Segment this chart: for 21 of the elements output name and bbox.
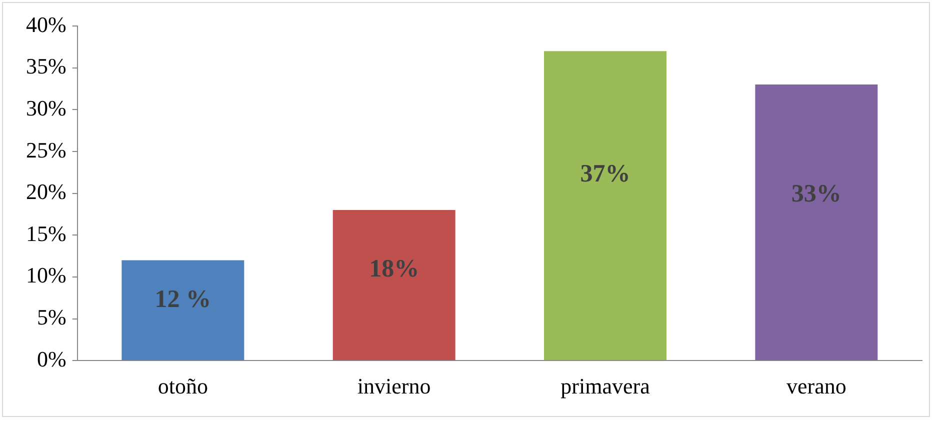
- y-tick-label: 30%: [26, 95, 66, 120]
- x-tick-label: otoño: [158, 374, 208, 399]
- x-tick-label: verano: [786, 374, 846, 399]
- y-tick-label: 20%: [26, 179, 66, 204]
- y-tick-label: 40%: [26, 12, 66, 37]
- x-tick-label: invierno: [357, 374, 431, 399]
- data-label: 37%: [580, 160, 630, 188]
- bar: [755, 84, 878, 360]
- data-label: 18%: [369, 256, 420, 283]
- data-label: 12 %: [154, 286, 212, 313]
- y-tick-label: 25%: [26, 137, 66, 162]
- x-tick-label: primavera: [560, 374, 650, 399]
- data-label: 33%: [791, 180, 842, 208]
- y-tick-label: 10%: [26, 262, 66, 288]
- y-tick-label: 5%: [37, 304, 66, 330]
- bar: [544, 51, 666, 360]
- y-tick-label: 0%: [37, 346, 66, 372]
- bar: [122, 260, 244, 360]
- y-tick-label: 15%: [26, 220, 66, 246]
- y-tick-label: 35%: [26, 54, 66, 79]
- bar: [332, 210, 456, 360]
